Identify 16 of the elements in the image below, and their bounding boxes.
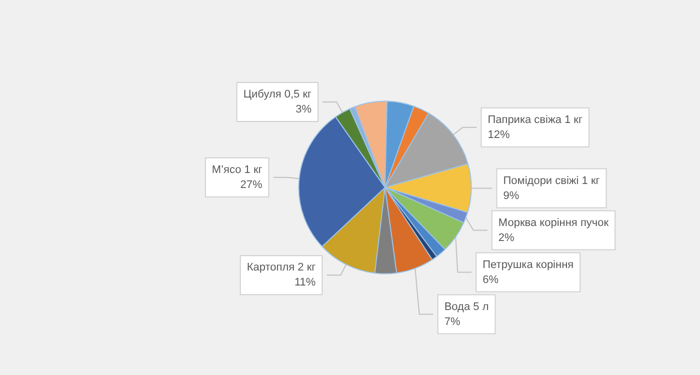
slice-label: Помідори свіжі 1 кг	[503, 174, 600, 187]
slice-label: Морква коріння пучок	[498, 216, 609, 229]
data-label: 11%	[294, 276, 316, 289]
slice-label: М’ясо 1 кг	[212, 164, 262, 176]
data-label: 27%	[240, 178, 262, 191]
slice-label: Картопля 2 кг	[246, 262, 316, 274]
slice-label: Вода 5 л	[444, 300, 489, 313]
data-label: 7%	[444, 316, 460, 328]
slice-label: Цибуля 0,5 кг	[243, 88, 312, 101]
data-label: 2%	[498, 232, 515, 244]
slice-label: Петрушка коріння	[482, 258, 574, 271]
data-label: 9%	[503, 190, 520, 202]
data-label: 12%	[488, 128, 510, 141]
data-label: 3%	[296, 104, 312, 116]
slice-label: Паприка свіжа 1 кг	[488, 114, 583, 126]
data-label: 6%	[482, 274, 499, 286]
